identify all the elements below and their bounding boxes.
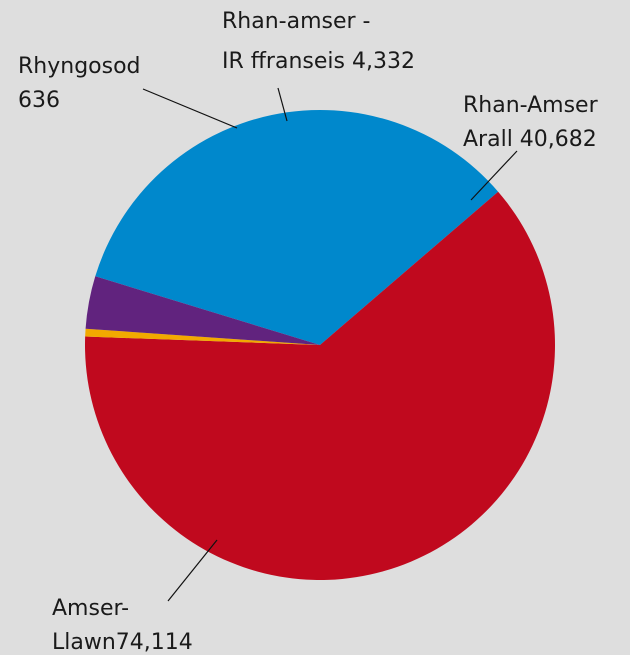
- leader-rhan-amser-ir: [277, 87, 288, 122]
- label-rhyngosod: Rhyngosod 636: [18, 54, 148, 113]
- label-amser-llawn: Amser- Llawn74,114: [52, 596, 193, 655]
- leader-amser-llawn: [167, 539, 218, 602]
- pie-slice-rhan-amser-ir: [85, 276, 320, 345]
- leader-rhyngosod: [142, 88, 238, 129]
- label-rhan-amser-arall: Rhan-Amser Arall 40,682: [463, 93, 605, 152]
- pie-slice-amser-llawn: [84, 191, 555, 580]
- leader-lines: [142, 87, 518, 602]
- label-rhan-amser-ir: Rhan-amser - IR ffranseis 4,332: [222, 9, 415, 74]
- pie-slices: [84, 109, 555, 580]
- leader-rhan-amser-arall: [470, 150, 518, 201]
- pie-slice-rhan-amser-arall: [95, 109, 499, 345]
- pie-slice-rhyngosod: [85, 328, 321, 345]
